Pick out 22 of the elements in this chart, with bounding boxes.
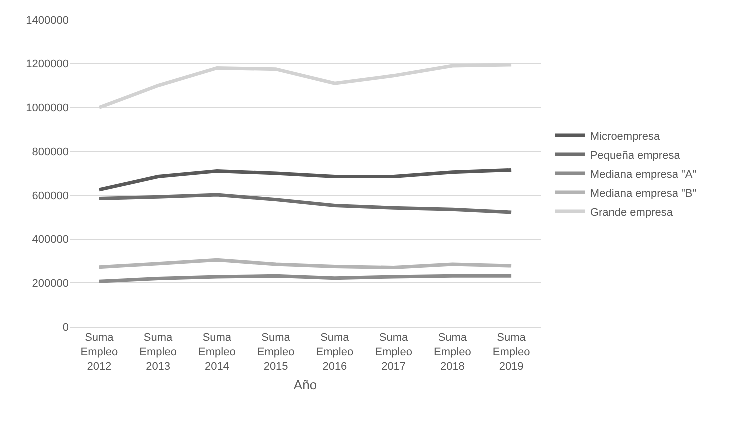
y-tick-label: 200000 bbox=[32, 278, 69, 290]
y-tick-label: 400000 bbox=[32, 234, 69, 246]
y-tick-label: 1200000 bbox=[26, 58, 69, 71]
x-tick-label: Suma Empleo 2019 bbox=[492, 332, 530, 373]
y-tick-label: 1400000 bbox=[26, 14, 69, 27]
legend-label: Grande empresa bbox=[590, 206, 674, 219]
x-tick-label: Suma Empleo 2018 bbox=[434, 332, 472, 373]
legend-label: Microempresa bbox=[590, 130, 661, 143]
y-tick-label: 800000 bbox=[32, 146, 69, 158]
x-tick-label: Suma Empleo 2015 bbox=[257, 332, 295, 373]
x-axis-title: Año bbox=[294, 377, 318, 392]
y-tick-label: 1000000 bbox=[26, 102, 69, 115]
y-tick-label: 0 bbox=[62, 322, 69, 334]
legend-label: Pequeña empresa bbox=[590, 150, 682, 162]
x-tick-label: Suma Empleo 2014 bbox=[198, 332, 236, 373]
x-tick-label: Suma Empleo 2016 bbox=[316, 332, 354, 373]
x-tick-label: Suma Empleo 2013 bbox=[140, 332, 177, 373]
legend-label: Mediana empresa "B" bbox=[590, 188, 697, 200]
x-tick-label: Suma Empleo 2012 bbox=[80, 332, 118, 373]
legend-label: Mediana empresa "A" bbox=[590, 168, 697, 181]
x-tick-label: Suma Empleo 2017 bbox=[375, 332, 412, 373]
y-tick-label: 600000 bbox=[32, 190, 69, 202]
